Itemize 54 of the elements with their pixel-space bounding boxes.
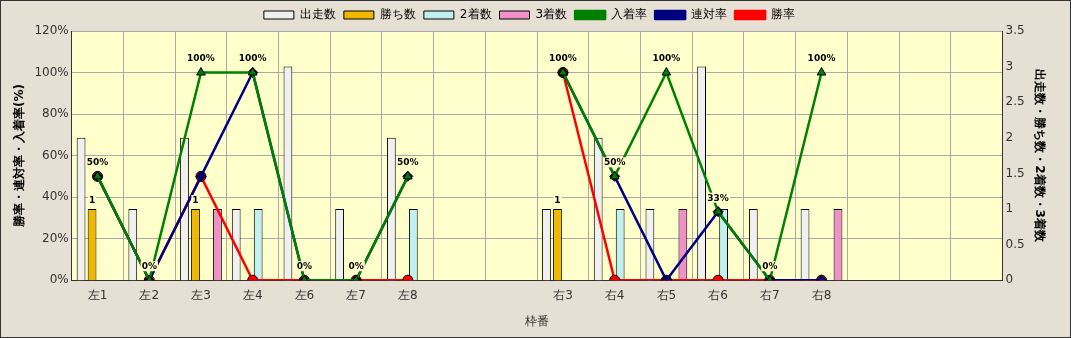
x-tick-label: 右3: [553, 287, 573, 302]
legend-label: 2着数: [459, 7, 492, 22]
y2-tick-label: 1.5: [1005, 165, 1025, 180]
data-label: 1: [554, 194, 561, 205]
x-tick-label: 右4: [604, 287, 625, 302]
y2-tick-label: 2: [1005, 129, 1014, 144]
x-axis-title: 枠番: [524, 313, 550, 328]
x-tick-label: 左6: [294, 287, 315, 302]
x-tick-label: 右8: [811, 287, 832, 302]
y-tick-label: 60%: [42, 147, 69, 162]
y2-tick-label: 2.5: [1005, 94, 1025, 109]
x-tick-label: 右5: [656, 287, 677, 302]
data-label: 0%: [296, 261, 313, 272]
x-tick-label: 左7: [346, 287, 366, 302]
x-tick-label: 右6: [708, 287, 728, 302]
y-tick-label: 0%: [49, 272, 69, 287]
data-label: 100%: [652, 53, 681, 64]
y-tick-label: 40%: [42, 189, 69, 204]
data-label: 1: [192, 194, 199, 205]
legend-label: 出走数: [299, 7, 336, 22]
data-label: 50%: [397, 157, 419, 168]
y2-tick-label: 0.5: [1005, 236, 1025, 251]
y2-axis-title: 出走数・勝ち数・2着数・3着数: [1032, 69, 1047, 243]
y2-tick-label: 3.5: [1005, 23, 1025, 38]
y-tick-label: 120%: [34, 23, 69, 38]
y-tick-label: 80%: [42, 106, 69, 121]
x-tick-label: 左4: [242, 287, 263, 302]
y2-tick-label: 1: [1005, 201, 1014, 216]
data-label: 33%: [707, 192, 729, 203]
data-label: 100%: [549, 53, 577, 64]
legend-label: 勝ち数: [379, 7, 416, 22]
y2-tick-label: 0: [1005, 272, 1014, 287]
data-label: 100%: [238, 53, 267, 64]
data-label: 1: [88, 194, 96, 205]
x-tick-label: 左2: [139, 287, 160, 302]
data-label: 100%: [807, 53, 836, 64]
data-label: 50%: [603, 157, 626, 168]
data-label: 0%: [762, 261, 778, 272]
legend-label: 連対率: [691, 7, 728, 22]
y-axis-title: 勝率・連対率・入着率(%): [12, 84, 27, 229]
legend-label: 3着数: [535, 7, 568, 22]
x-tick-label: 左3: [191, 287, 211, 302]
data-label: 50%: [86, 157, 109, 168]
legend-label: 勝率: [771, 7, 796, 22]
data-label: 100%: [187, 53, 215, 64]
data-label: 0%: [348, 261, 364, 272]
x-tick-label: 左8: [398, 287, 418, 302]
y2-tick-label: 3: [1005, 58, 1014, 73]
x-tick-label: 左1: [87, 287, 108, 302]
y-tick-label: 100%: [34, 64, 69, 79]
legend-label: 入着率: [611, 7, 648, 22]
data-label: 0%: [141, 261, 157, 272]
y-tick-label: 20%: [42, 230, 69, 245]
x-tick-label: 右7: [759, 287, 780, 302]
